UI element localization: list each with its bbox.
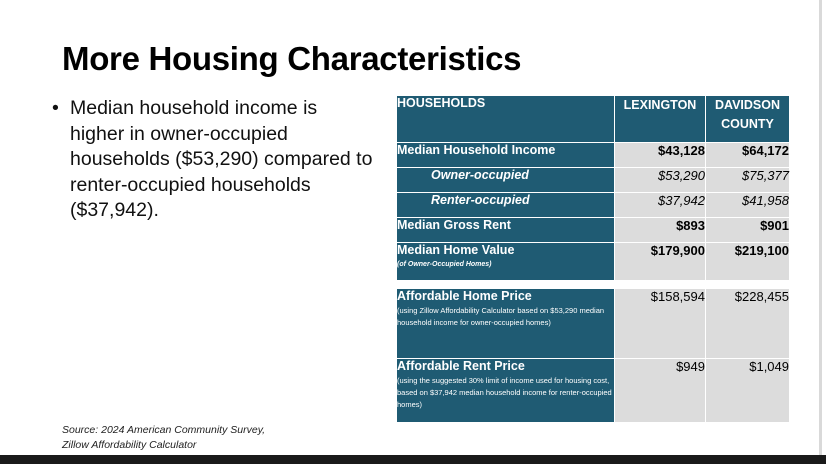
row-label-affordable-home: Affordable Home Price (using Zillow Affo… <box>396 288 615 359</box>
cell-dav-home-value: $219,100 <box>705 242 790 281</box>
cell-lex-gross-rent: $893 <box>614 217 706 243</box>
row-label-renter-occupied: Renter-occupied <box>396 192 615 218</box>
table-row: Affordable Home Price (using Zillow Affo… <box>396 288 790 359</box>
cell-dav-owner-occupied: $75,377 <box>705 167 790 193</box>
cell-lex-owner-occupied: $53,290 <box>614 167 706 193</box>
cell-dav-gross-rent: $901 <box>705 217 790 243</box>
bullet-point: • Median household income is higher in o… <box>52 96 374 224</box>
table-header-row: HOUSEHOLDS LEXINGTON DAVIDSON COUNTY <box>396 95 790 143</box>
table-spacer <box>396 280 790 289</box>
cell-lex-affordable-home: $158,594 <box>614 288 706 359</box>
affordable-home-title: Affordable Home Price <box>397 289 532 303</box>
row-label-affordable-rent: Affordable Rent Price (using the suggest… <box>396 358 615 423</box>
header-davidson-line-2: COUNTY <box>721 117 774 131</box>
header-davidson: DAVIDSON COUNTY <box>705 95 790 143</box>
source-line-1: Source: 2024 American Community Survey, <box>62 424 266 436</box>
affordable-rent-note: (using the suggested 30% limit of income… <box>397 376 612 409</box>
row-label-gross-rent: Median Gross Rent <box>396 217 615 243</box>
cell-dav-affordable-rent: $1,049 <box>705 358 790 423</box>
table-row: Median Household Income $43,128 $64,172 <box>396 142 790 168</box>
affordable-rent-title: Affordable Rent Price <box>397 359 525 373</box>
cell-lex-home-value: $179,900 <box>614 242 706 281</box>
header-davidson-line-1: DAVIDSON <box>714 98 781 112</box>
bullet-text: Median household income is higher in own… <box>70 97 373 221</box>
affordable-home-note: (using Zillow Affordability Calculator b… <box>397 306 605 327</box>
slide-frame <box>819 0 822 455</box>
cell-lex-affordable-rent: $949 <box>614 358 706 423</box>
source-note: Source: 2024 American Community Survey, … <box>62 423 265 453</box>
cell-lex-renter-occupied: $37,942 <box>614 192 706 218</box>
home-value-note: (of Owner-Occupied Homes) <box>397 261 492 268</box>
table-row: Median Gross Rent $893 $901 <box>396 217 790 243</box>
table-row: Affordable Rent Price (using the suggest… <box>396 358 790 423</box>
page-title: More Housing Characteristics <box>62 40 522 77</box>
row-label-owner-occupied: Owner-occupied <box>396 167 615 193</box>
cell-dav-median-income: $64,172 <box>705 142 790 168</box>
cell-lex-median-income: $43,128 <box>614 142 706 168</box>
cell-dav-affordable-home: $228,455 <box>705 288 790 359</box>
housing-table: HOUSEHOLDS LEXINGTON DAVIDSON COUNTY Med… <box>396 95 790 423</box>
header-lexington: LEXINGTON <box>614 95 706 143</box>
header-households: HOUSEHOLDS <box>396 95 615 143</box>
table-row: Median Home Value (of Owner-Occupied Hom… <box>396 242 790 281</box>
source-line-2: Zillow Affordability Calculator <box>62 439 197 451</box>
cell-dav-renter-occupied: $41,958 <box>705 192 790 218</box>
home-value-title: Median Home Value <box>397 243 515 257</box>
bottom-bar <box>0 455 826 464</box>
row-label-median-income: Median Household Income <box>396 142 615 168</box>
table-row: Owner-occupied $53,290 $75,377 <box>396 167 790 193</box>
bullet-icon: • <box>52 97 59 119</box>
table-row: Renter-occupied $37,942 $41,958 <box>396 192 790 218</box>
row-label-home-value: Median Home Value (of Owner-Occupied Hom… <box>396 242 615 281</box>
